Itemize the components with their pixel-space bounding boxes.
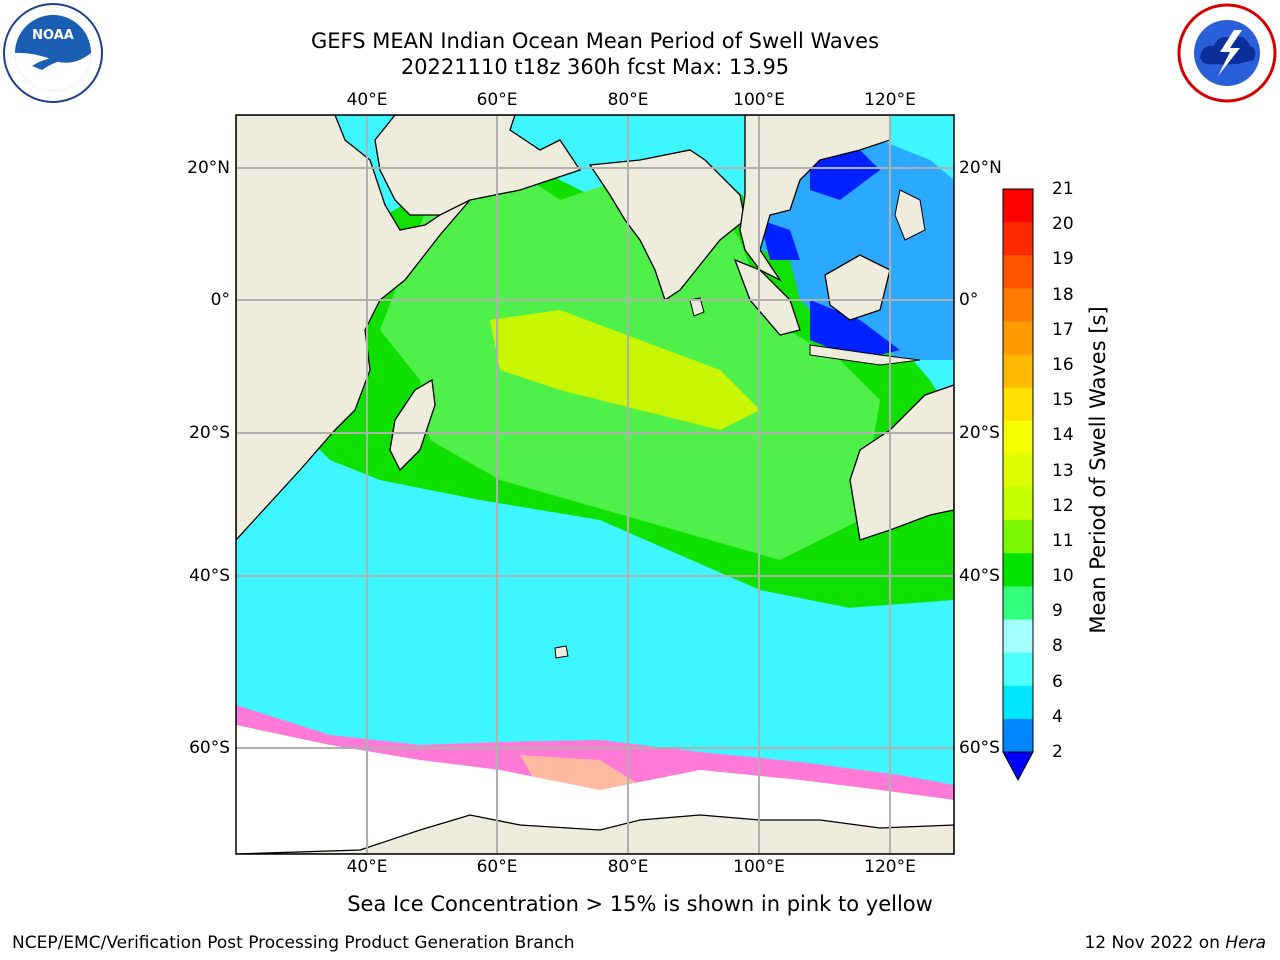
madagascar-landmass: [389, 378, 436, 472]
colorbar-tick-label: 19: [1052, 249, 1074, 270]
colorbar-tick-label: 17: [1052, 319, 1074, 340]
colorbar-segment: [1003, 652, 1033, 687]
colorbar-segment: [1003, 685, 1033, 720]
colorbar-segment: [1003, 321, 1033, 356]
map-gridlines: [236, 115, 954, 854]
noaa-logo: NOAA: [3, 3, 103, 103]
colorbar-tick-label: 15: [1052, 390, 1074, 411]
lon-tick-bottom: 80°E: [607, 857, 649, 877]
lat-tick-right: 20°S: [959, 423, 1000, 443]
lat-tick-right: 40°S: [959, 566, 1000, 586]
colorbar-tick-label: 9: [1052, 601, 1063, 622]
footer-host-text: Hera: [1225, 933, 1266, 953]
map-title-line1: GEFS MEAN Indian Ocean Mean Period of Sw…: [310, 29, 880, 53]
map-title-line2: 20221110 t18z 360h fcst Max: 13.95: [400, 55, 790, 79]
lat-tick-left: 20°N: [187, 158, 230, 178]
colorbar-tick-label: 14: [1052, 425, 1074, 446]
colorbar-segment: [1003, 255, 1033, 289]
colorbar-extend-arrow: [1002, 751, 1034, 782]
lat-tick-left: 0°: [210, 290, 230, 310]
colorbar-segment: [1003, 520, 1033, 554]
lat-tick-right: 0°: [959, 290, 979, 310]
lon-tick-top: 40°E: [346, 90, 388, 110]
colorbar-tick-label: 16: [1052, 354, 1074, 375]
colorbar-tick-label: 11: [1052, 530, 1074, 551]
colorbar-tick-label: 13: [1052, 460, 1074, 481]
footer-branch-text: NCEP/EMC/Verification Post Processing Pr…: [12, 933, 575, 953]
colorbar-tick-label: 20: [1052, 214, 1074, 235]
colorbar-segment: [1003, 718, 1033, 753]
noaa-logo-text: NOAA: [32, 28, 74, 43]
colorbar-segment: [1003, 222, 1033, 256]
swell-yellow-core: [490, 310, 760, 430]
arabia-landmass: [374, 115, 582, 216]
colorbar-segment: [1003, 189, 1033, 223]
colorbar-tick-label: 18: [1052, 284, 1074, 305]
colorbar-segment: [1003, 586, 1033, 621]
lat-tick-right: 20°N: [959, 158, 1002, 178]
lon-tick-bottom: 40°E: [346, 857, 388, 877]
colorbar-tick-label: 12: [1052, 495, 1074, 516]
colorbar-segment: [1003, 288, 1033, 322]
se-asia-landmass: [739, 115, 891, 282]
lon-tick-bottom: 100°E: [733, 857, 785, 877]
map-frame: [235, 114, 955, 855]
lat-tick-left: 20°S: [189, 423, 230, 443]
colorbar-tick-label: 8: [1052, 636, 1063, 657]
lon-tick-bottom: 120°E: [864, 857, 916, 877]
lat-tick-left: 40°S: [189, 566, 230, 586]
colorbar-segment: [1003, 420, 1033, 455]
colorbar-segment: [1003, 619, 1033, 654]
sea-ice-band: [236, 705, 954, 800]
sea-ice-caption: Sea Ice Concentration > 15% is shown in …: [347, 892, 933, 916]
colorbar-tick-label: 21: [1052, 179, 1074, 199]
lat-tick-right: 60°S: [959, 738, 1000, 758]
lon-tick-bottom: 60°E: [476, 857, 518, 877]
lon-tick-top: 80°E: [607, 90, 649, 110]
australia-landmass: [849, 384, 954, 541]
lon-tick-top: 60°E: [476, 90, 518, 110]
colorbar-segment: [1003, 387, 1033, 422]
borneo-landmass: [824, 254, 891, 321]
footer-date: 12 Nov 2022 on Hera: [1084, 933, 1266, 953]
colorbar-label: Mean Period of Swell Waves [s]: [1086, 306, 1110, 634]
southern-cyan-region: [236, 520, 954, 760]
colorbar-segment: [1003, 354, 1033, 389]
lon-tick-top: 120°E: [864, 90, 916, 110]
colorbar-segment: [1003, 453, 1033, 488]
colorbar-segment: [1003, 487, 1033, 521]
colorbar-tick-label: 2: [1052, 742, 1063, 762]
colorbar: [1002, 188, 1034, 782]
colorbar-tick-label: 10: [1052, 566, 1074, 587]
lon-tick-top: 100°E: [733, 90, 785, 110]
lat-tick-left: 60°S: [189, 738, 230, 758]
colorbar-tick-label: 6: [1052, 671, 1063, 692]
nws-logo: [1177, 3, 1277, 103]
antarctica-landmass: [236, 814, 954, 854]
footer-date-text: 12 Nov 2022 on: [1084, 933, 1226, 953]
colorbar-segment: [1003, 553, 1033, 587]
colorbar-tick-label: 4: [1052, 706, 1063, 727]
